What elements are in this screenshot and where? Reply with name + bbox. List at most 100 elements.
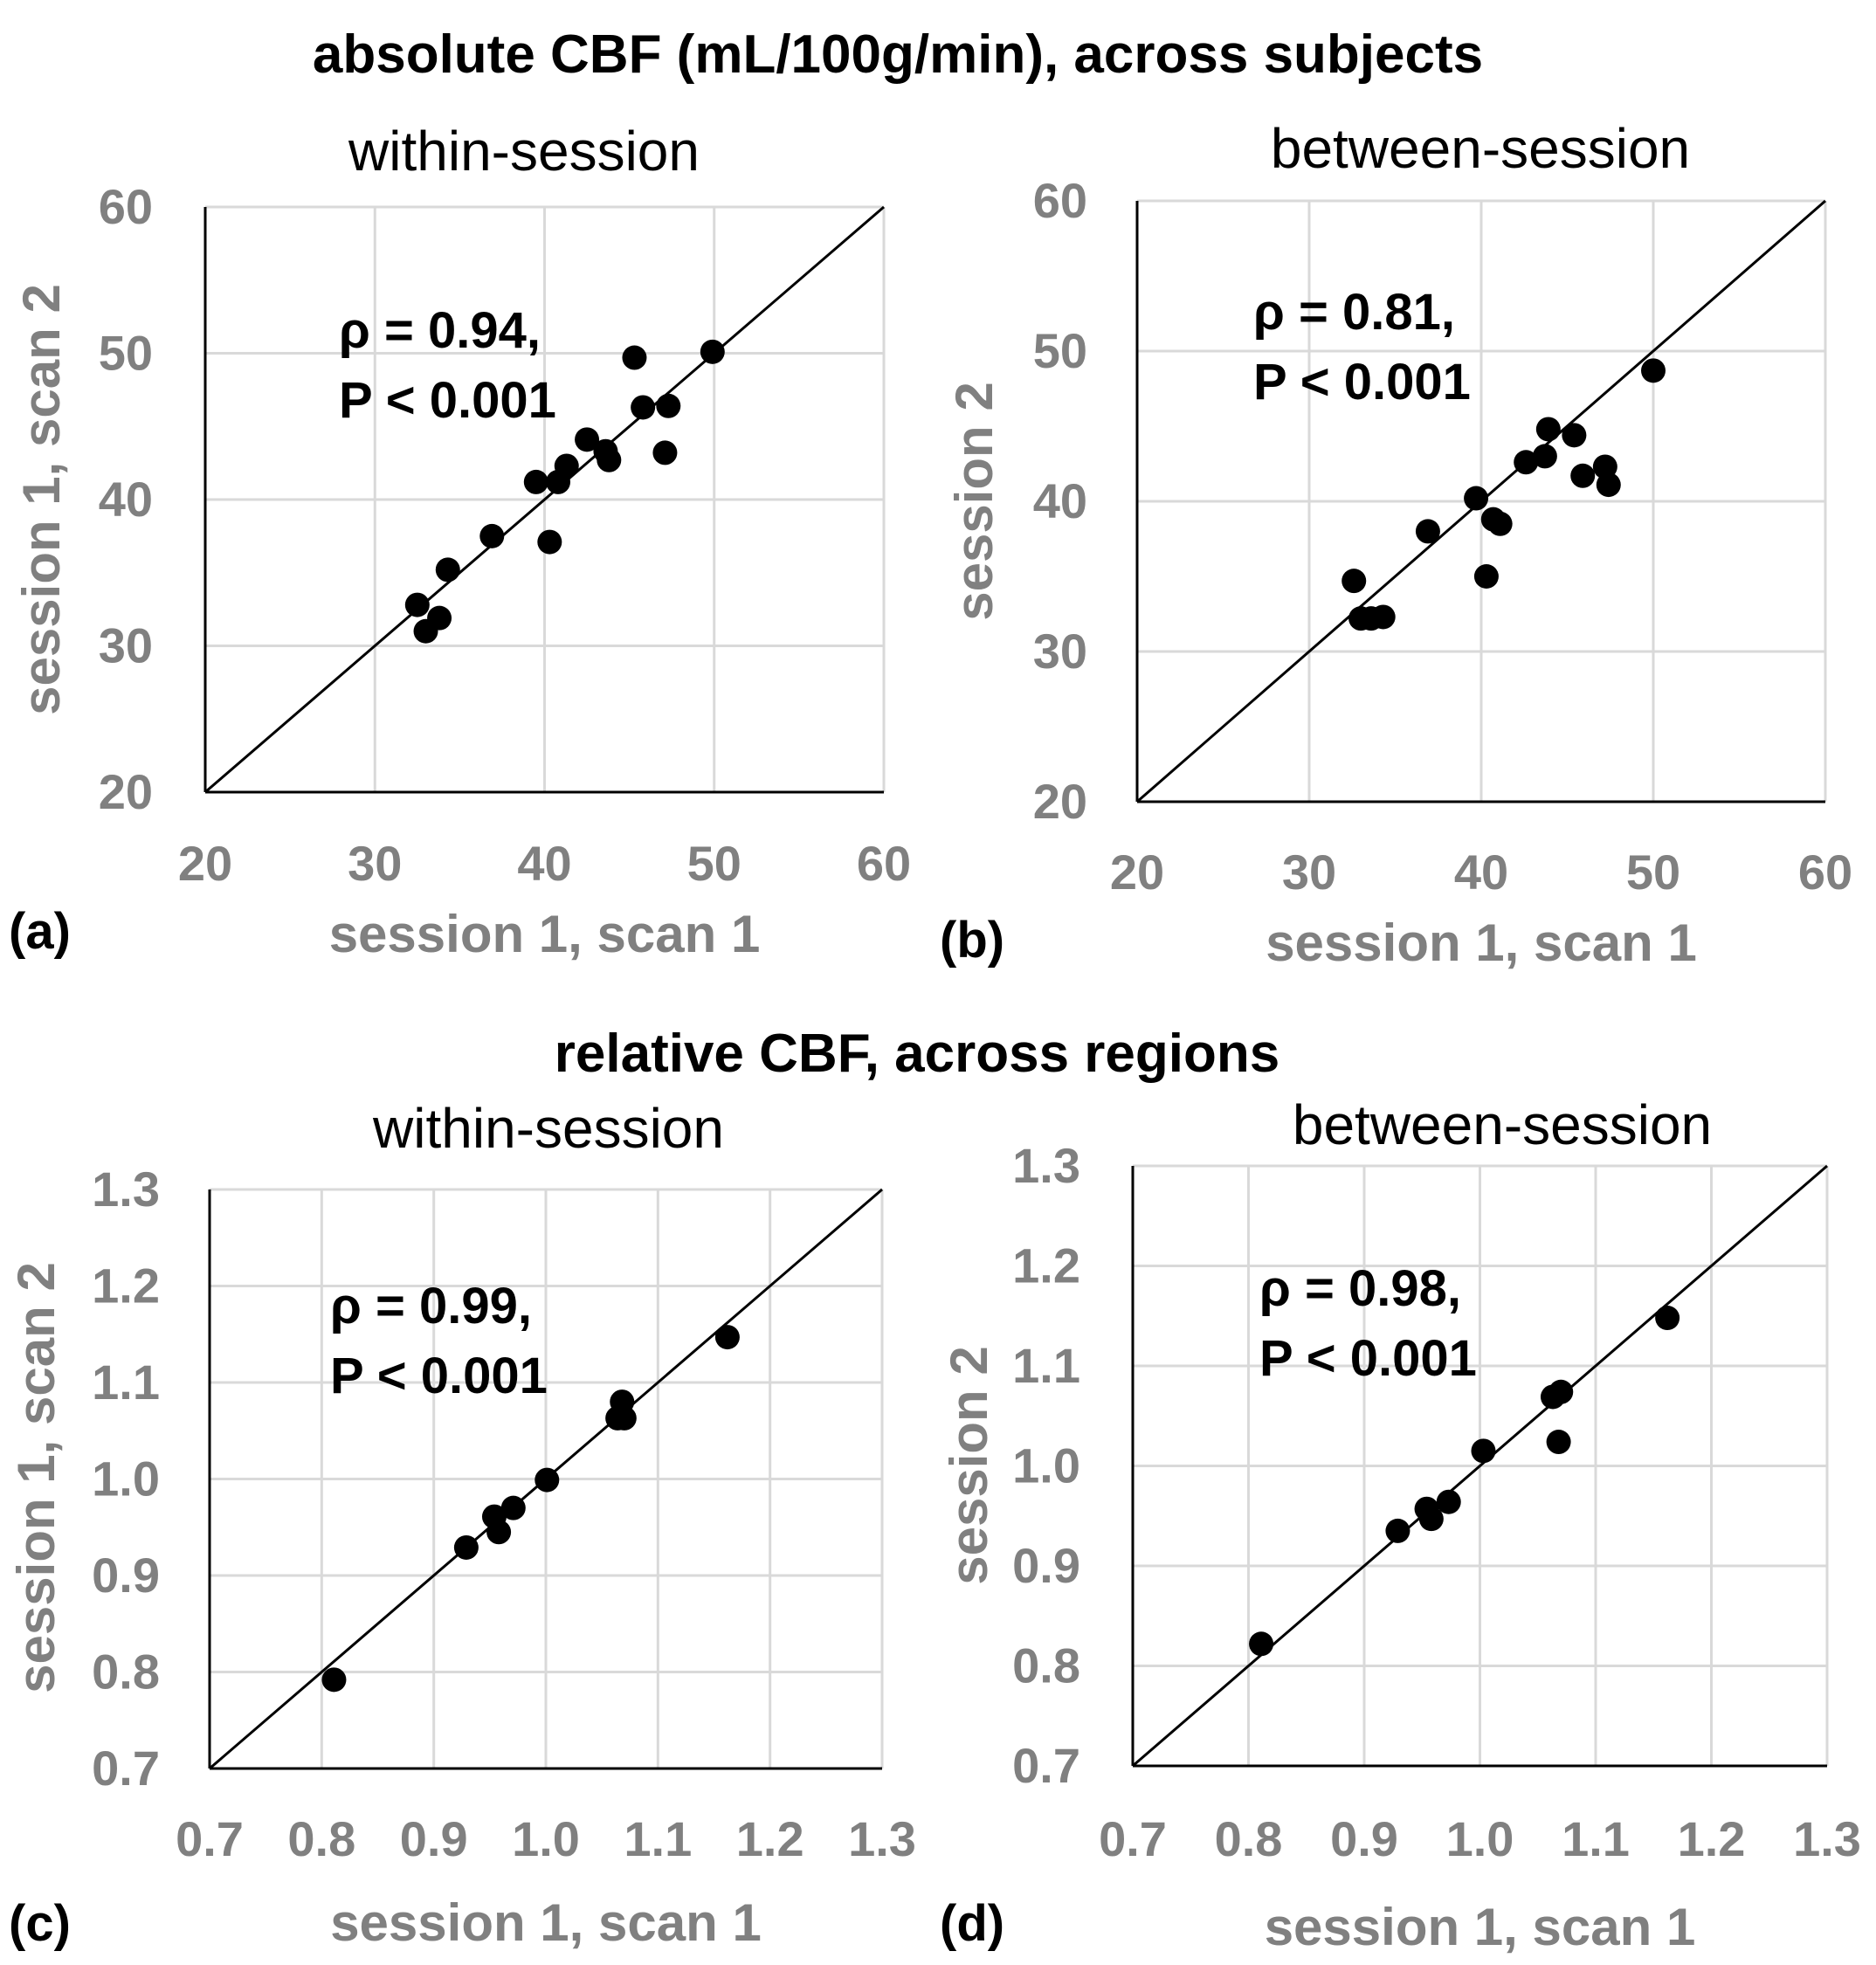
stat-annotation-line: ρ = 0.98,: [1259, 1260, 1461, 1317]
x-tick-label: 20: [1110, 845, 1164, 900]
data-point: [500, 1495, 526, 1520]
data-point: [1341, 569, 1367, 594]
y-tick-label: 60: [99, 179, 153, 234]
identity-line: [1132, 1164, 1828, 1768]
panel-d-chart: 0.7 0.8 0.9 1.0 1.1 1.2 1.3 0.7 0.8 0.9 1.0 1.1 1.2 1…: [940, 1093, 1861, 1956]
x-tick-label: 40: [1454, 845, 1508, 900]
y-tick-label: 1.3: [92, 1162, 160, 1217]
data-point: [1546, 1430, 1571, 1455]
data-point: [1570, 463, 1596, 488]
panel-label: (d): [940, 1895, 1004, 1952]
x-tick-label: 0.7: [1099, 1811, 1167, 1866]
data-point: [622, 345, 647, 370]
data-point: [1385, 1518, 1410, 1543]
y-tick-label: 1.1: [92, 1355, 160, 1410]
x-tick-label: 50: [687, 836, 741, 891]
y-tick-label: 1.2: [1012, 1238, 1080, 1293]
subplot-title: between-session: [1293, 1093, 1712, 1156]
x-tick-label: 0.9: [400, 1811, 468, 1866]
stat-annotation-line: ρ = 0.99,: [330, 1278, 532, 1334]
data-point: [486, 1520, 512, 1545]
data-point: [404, 592, 430, 617]
x-tick-label: 0.7: [176, 1811, 244, 1866]
y-tick-label: 1.0: [92, 1451, 160, 1506]
y-tick-label: 0.9: [1012, 1538, 1080, 1593]
data-point: [1418, 1506, 1444, 1532]
stat-annotation-line: P < 0.001: [339, 372, 556, 429]
y-tick-label: 30: [1033, 624, 1087, 679]
data-point: [1532, 444, 1557, 469]
data-point: [1249, 1631, 1274, 1657]
data-point: [714, 1325, 740, 1350]
x-tick-label: 50: [1626, 845, 1680, 900]
data-point: [554, 453, 579, 479]
data-point: [1471, 1438, 1496, 1464]
y-axis-label: session 2: [945, 382, 1004, 621]
y-tick-label: 0.7: [92, 1741, 160, 1796]
subplot-title: within-session: [372, 1097, 724, 1160]
data-point: [1370, 604, 1396, 630]
x-tick-label: 1.3: [1793, 1811, 1861, 1866]
x-tick-label: 1.3: [848, 1811, 916, 1866]
y-axis-label: session 2: [940, 1346, 998, 1585]
x-tick-label: 0.8: [287, 1811, 355, 1866]
data-point: [1464, 486, 1489, 511]
data-point: [575, 427, 600, 452]
y-tick-label: 0.9: [92, 1548, 160, 1603]
data-point: [1487, 511, 1513, 536]
x-tick-label: 60: [1798, 845, 1852, 900]
subplot-title: within-session: [348, 120, 700, 183]
x-axis-label: session 1, scan 1: [1265, 1898, 1696, 1956]
x-tick-label: 1.1: [1562, 1811, 1630, 1866]
data-point: [1641, 358, 1666, 383]
data-point: [535, 1467, 560, 1493]
data-point: [1415, 519, 1440, 544]
panel-label: (a): [9, 903, 71, 960]
data-point: [1562, 423, 1587, 448]
data-point: [597, 447, 622, 472]
y-tick-label: 40: [99, 472, 153, 527]
stat-annotation-line: P < 0.001: [330, 1348, 548, 1404]
x-axis-label: session 1, scan 1: [329, 905, 761, 963]
subplot-title: between-session: [1271, 117, 1690, 180]
x-tick-label: 1.2: [736, 1811, 804, 1866]
x-tick-label: 60: [857, 836, 911, 891]
x-tick-label: 40: [517, 836, 571, 891]
data-point: [652, 440, 678, 465]
y-tick-label: 20: [1033, 774, 1087, 829]
data-point: [321, 1667, 347, 1693]
stat-annotation-line: ρ = 0.94,: [339, 302, 541, 359]
y-tick-label: 1.0: [1012, 1438, 1080, 1493]
stat-annotation-line: P < 0.001: [1259, 1330, 1477, 1387]
x-tick-label: 1.2: [1678, 1811, 1746, 1866]
data-point: [523, 469, 548, 494]
data-point: [1535, 417, 1561, 442]
panel-c-chart: 0.7 0.8 0.9 1.0 1.1 1.2 1.3 0.7 0.8 0.9 1.0 1.1 1.2 1…: [7, 1097, 916, 1952]
data-point: [1596, 472, 1621, 498]
data-point: [700, 339, 725, 364]
x-tick-label: 30: [348, 836, 402, 891]
x-axis-label: session 1, scan 1: [330, 1893, 762, 1952]
y-tick-label: 0.8: [1012, 1638, 1080, 1693]
x-tick-label: 1.0: [512, 1811, 580, 1866]
y-tick-label: 1.1: [1012, 1338, 1080, 1393]
data-point: [427, 605, 452, 631]
data-point: [453, 1534, 479, 1560]
x-tick-label: 1.0: [1446, 1811, 1514, 1866]
y-tick-label: 20: [99, 764, 153, 819]
data-point: [1548, 1379, 1574, 1404]
data-point: [1473, 564, 1499, 589]
x-axis-label: session 1, scan 1: [1266, 914, 1697, 972]
data-point: [435, 557, 460, 583]
stat-annotation-line: P < 0.001: [1253, 354, 1471, 410]
panel-label: (b): [940, 912, 1004, 969]
data-point: [611, 1405, 637, 1431]
y-tick-label: 30: [99, 618, 153, 673]
y-axis-label: session 1, scan 2: [12, 284, 71, 715]
section-title-relative: relative CBF, across regions: [555, 1024, 1279, 1084]
x-tick-label: 1.1: [624, 1811, 692, 1866]
y-tick-label: 1.3: [1012, 1138, 1080, 1193]
data-point: [1655, 1306, 1680, 1331]
y-axis-label: session 1, scan 2: [7, 1262, 66, 1693]
